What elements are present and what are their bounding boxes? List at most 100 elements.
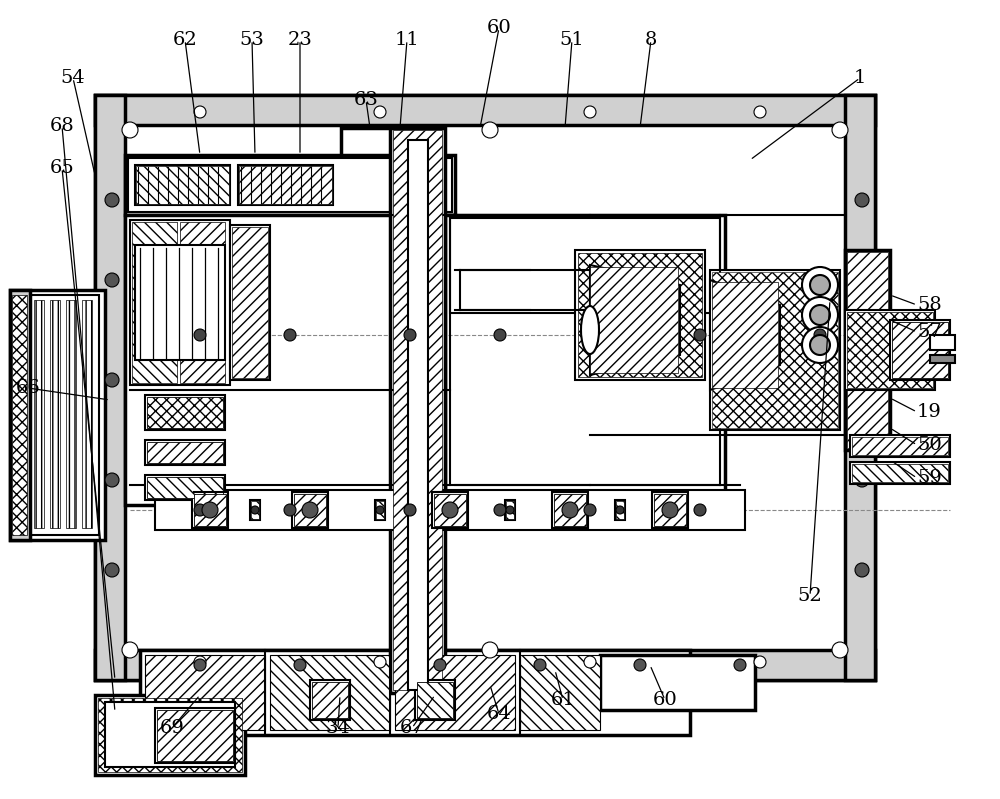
Circle shape xyxy=(832,642,848,658)
Circle shape xyxy=(855,563,869,577)
Text: 64: 64 xyxy=(487,705,511,723)
Circle shape xyxy=(662,502,678,518)
Bar xyxy=(95,95,875,125)
Bar xyxy=(375,500,385,520)
Bar xyxy=(712,282,778,388)
Text: 58: 58 xyxy=(917,296,942,314)
Bar xyxy=(506,501,514,519)
Text: 51: 51 xyxy=(560,31,584,49)
Circle shape xyxy=(802,297,838,333)
Circle shape xyxy=(754,656,766,668)
Bar xyxy=(180,222,225,383)
Bar xyxy=(132,222,177,383)
Bar xyxy=(230,225,270,380)
Bar xyxy=(395,655,515,730)
Circle shape xyxy=(404,329,416,341)
Circle shape xyxy=(832,122,848,138)
Circle shape xyxy=(802,327,838,363)
Bar xyxy=(520,655,600,730)
Bar xyxy=(930,355,955,363)
Circle shape xyxy=(442,502,458,518)
Bar xyxy=(616,501,624,519)
Circle shape xyxy=(105,193,119,207)
Bar xyxy=(155,708,235,763)
Circle shape xyxy=(284,504,296,516)
Circle shape xyxy=(562,502,578,518)
Circle shape xyxy=(194,329,206,341)
Circle shape xyxy=(506,506,514,514)
Bar xyxy=(10,290,30,540)
Text: 68: 68 xyxy=(50,117,74,135)
Bar xyxy=(50,300,60,528)
Circle shape xyxy=(376,506,384,514)
Bar xyxy=(194,494,226,526)
Circle shape xyxy=(105,563,119,577)
Bar xyxy=(294,494,326,526)
Bar xyxy=(847,312,933,388)
Bar xyxy=(239,166,332,204)
Polygon shape xyxy=(590,265,680,375)
Circle shape xyxy=(584,106,596,118)
Bar xyxy=(66,300,76,528)
Bar xyxy=(390,128,445,693)
Bar xyxy=(575,250,705,380)
Bar xyxy=(845,250,890,450)
Bar xyxy=(238,165,333,205)
Bar xyxy=(145,475,225,500)
Circle shape xyxy=(814,329,826,341)
Bar xyxy=(415,680,455,720)
Bar xyxy=(892,322,948,378)
Bar xyxy=(128,158,452,212)
Polygon shape xyxy=(710,280,780,390)
Circle shape xyxy=(294,659,306,671)
Circle shape xyxy=(202,502,218,518)
Bar xyxy=(125,155,455,215)
Bar xyxy=(393,130,442,690)
Bar xyxy=(82,300,92,528)
Circle shape xyxy=(194,659,206,671)
Bar xyxy=(845,95,875,680)
Text: 53: 53 xyxy=(240,31,264,49)
Bar xyxy=(147,477,223,498)
Bar xyxy=(615,500,625,520)
Circle shape xyxy=(122,122,138,138)
Bar xyxy=(505,500,515,520)
Text: 50: 50 xyxy=(917,436,942,454)
Circle shape xyxy=(855,273,869,287)
Bar xyxy=(590,267,678,373)
Bar xyxy=(135,245,225,360)
Bar xyxy=(34,300,44,528)
Bar xyxy=(450,218,720,313)
Ellipse shape xyxy=(581,306,599,354)
Bar xyxy=(417,682,453,718)
Bar xyxy=(251,501,259,519)
Bar xyxy=(850,435,950,457)
Bar xyxy=(135,165,230,205)
Bar xyxy=(292,492,328,528)
Bar xyxy=(95,695,245,775)
Text: 8: 8 xyxy=(645,31,657,49)
Text: 65: 65 xyxy=(50,159,74,177)
Text: 57: 57 xyxy=(917,323,942,341)
Bar xyxy=(600,655,755,710)
Bar xyxy=(105,702,235,767)
Bar xyxy=(270,655,390,730)
Circle shape xyxy=(810,305,830,325)
Bar xyxy=(147,397,223,428)
Bar xyxy=(145,395,225,430)
Circle shape xyxy=(105,273,119,287)
Circle shape xyxy=(482,642,498,658)
Bar xyxy=(136,166,229,204)
Bar xyxy=(140,650,690,735)
Bar xyxy=(312,682,348,718)
Text: 19: 19 xyxy=(917,403,942,421)
Bar xyxy=(98,698,242,772)
Bar xyxy=(145,655,265,730)
Text: 23: 23 xyxy=(288,31,312,49)
Circle shape xyxy=(734,659,746,671)
Circle shape xyxy=(584,504,596,516)
Text: 67: 67 xyxy=(400,719,424,737)
Circle shape xyxy=(105,373,119,387)
Text: 54: 54 xyxy=(61,69,85,87)
Circle shape xyxy=(374,656,386,668)
